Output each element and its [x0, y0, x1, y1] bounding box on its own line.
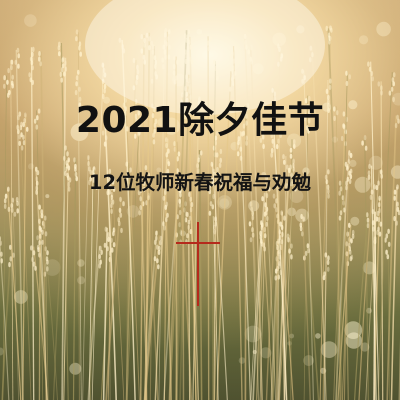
poster-title: 2021除夕佳节: [75, 100, 325, 141]
grass-stalks: [0, 25, 400, 400]
cross-horizontal-beam: [176, 242, 220, 244]
cross-icon: [176, 222, 220, 306]
cross-vertical-beam: [197, 222, 199, 306]
poster-subtitle: 12位牧师新春祝福与劝勉: [88, 171, 312, 194]
